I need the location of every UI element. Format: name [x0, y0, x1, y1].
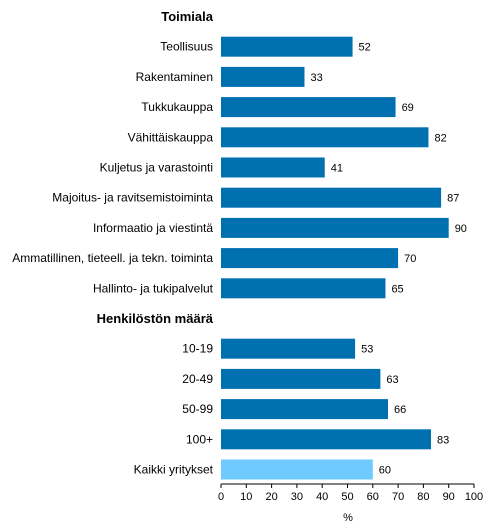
value-label-kuljetus-ja-varastointi: 41: [331, 163, 343, 175]
bar-kaikki-yritykset: [221, 459, 373, 480]
bar-hallinto-ja-tukipalvelut: [221, 278, 386, 299]
x-axis: 0 10 20 30 40 50 60 70 80 90 100: [218, 483, 483, 503]
bar-teollisuus: [221, 36, 353, 57]
x-tick-label: 20: [265, 491, 277, 503]
bar-rakentaminen: [221, 66, 305, 87]
value-label-informaatio-ja-viestinta: 90: [455, 223, 467, 235]
group-heading-toimiala: Toimiala: [161, 9, 214, 24]
bar-tukkukauppa: [221, 97, 396, 118]
x-tick-label: 60: [367, 491, 379, 503]
category-label-tukkukauppa: Tukkukauppa: [141, 100, 213, 114]
category-label-kuljetus-ja-varastointi: Kuljetus ja varastointi: [100, 161, 213, 175]
category-label-majoitus-ja-ravitsemistoiminta: Majoitus- ja ravitsemistoiminta: [52, 191, 213, 205]
value-label-rakentaminen: 33: [310, 72, 322, 84]
category-label-10-19: 10-19: [182, 342, 213, 356]
category-label-50-99: 50-99: [182, 402, 213, 416]
x-tick-label: 30: [291, 491, 303, 503]
bar-100: [221, 429, 431, 450]
value-label-50-99: 66: [394, 404, 406, 416]
category-label-hallinto-ja-tukipalvelut: Hallinto- ja tukipalvelut: [93, 281, 214, 295]
value-label-hallinto-ja-tukipalvelut: 65: [391, 283, 403, 295]
x-axis-title: %: [343, 512, 353, 524]
value-label-kaikki-yritykset: 60: [379, 465, 391, 477]
group-heading-henkiloston-maara: Henkilöstön määrä: [97, 311, 214, 326]
category-label-teollisuus: Teollisuus: [160, 40, 213, 54]
x-tick-label: 90: [443, 491, 455, 503]
value-label-tukkukauppa: 69: [402, 102, 414, 114]
category-label-kaikki-yritykset: Kaikki yritykset: [134, 463, 214, 477]
x-tick-label: 40: [316, 491, 328, 503]
x-tick-label: 70: [392, 491, 404, 503]
category-label-informaatio-ja-viestinta: Informaatio ja viestintä: [93, 221, 213, 235]
bar-ammatillinen-tieteell-ja-tekn-toiminta: [221, 248, 399, 269]
category-labels-layer: Toimiala Teollisuus Rakentaminen Tukkukaupp…: [12, 9, 214, 477]
x-tick-label: 100: [465, 491, 483, 503]
bar-10-19: [221, 338, 356, 359]
category-label-ammatillinen-tieteell-ja-tekn-toiminta: Ammatillinen, tieteell. ja tekn. toimint…: [12, 251, 213, 265]
value-label-vahittaiskauppa: 82: [434, 132, 446, 144]
value-label-majoitus-ja-ravitsemistoiminta: 87: [447, 193, 459, 205]
category-label-vahittaiskauppa: Vähittäiskauppa: [128, 130, 214, 144]
x-tick-label: 80: [417, 491, 429, 503]
bar-informaatio-ja-viestinta: [221, 217, 449, 238]
value-label-ammatillinen-tieteell-ja-tekn-toiminta: 70: [404, 253, 416, 265]
value-labels-layer: 52 33 69 82 41 87 90 70 65 53 63 66 83 60: [310, 42, 466, 477]
value-label-100: 83: [437, 434, 449, 446]
bar-50-99: [221, 399, 388, 420]
bar-20-49: [221, 368, 381, 389]
value-label-teollisuus: 52: [359, 42, 371, 54]
bar-majoitus-ja-ravitsemistoiminta: [221, 187, 442, 208]
value-label-10-19: 53: [361, 344, 373, 356]
category-label-rakentaminen: Rakentaminen: [136, 70, 213, 84]
x-tick-label: 0: [218, 491, 224, 503]
x-tick-label: 10: [240, 491, 252, 503]
x-tick-label: 50: [341, 491, 353, 503]
category-label-100: 100+: [186, 432, 213, 446]
bars-layer: [221, 36, 449, 480]
bar-vahittaiskauppa: [221, 127, 429, 148]
category-label-20-49: 20-49: [182, 372, 213, 386]
bar-kuljetus-ja-varastointi: [221, 157, 325, 178]
value-label-20-49: 63: [386, 374, 398, 386]
